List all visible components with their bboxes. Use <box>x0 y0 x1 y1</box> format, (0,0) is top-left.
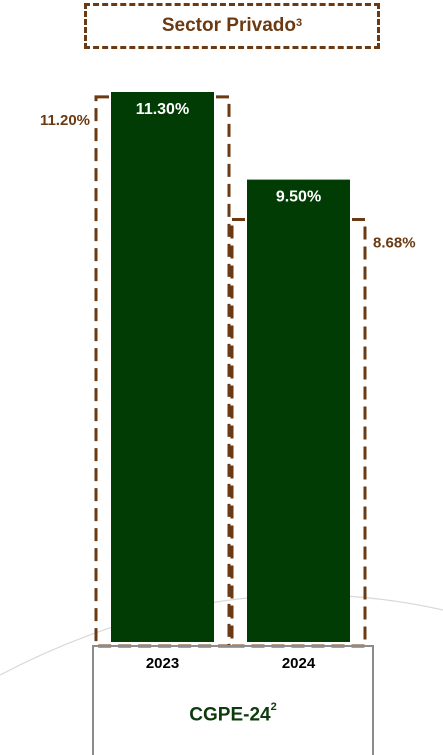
bar-layer <box>111 92 350 642</box>
footer-box <box>92 645 374 755</box>
footer-label-superscript: 2 <box>270 701 277 713</box>
reference-label-2023: 11.20% <box>40 112 90 129</box>
x-tick-label-2024: 2024 <box>282 655 316 672</box>
bar-2023 <box>111 92 214 642</box>
chart-title-text: Sector Privado <box>161 15 296 36</box>
footer-label: CGPE-242 <box>92 701 374 726</box>
reference-label-2024: 8.68% <box>373 235 416 252</box>
chart-title-superscript: 3 <box>295 17 303 29</box>
chart-title: Sector Privado 3 <box>84 3 380 49</box>
bar-2024 <box>247 179 350 642</box>
bar-value-label-2023: 11.30% <box>136 101 189 118</box>
background-arc <box>0 594 443 676</box>
label-layer: 11.30% 11.20% 2023 9.50% 8.68% 2024 <box>40 101 416 672</box>
footer-label-text: CGPE-24 <box>189 704 271 726</box>
bar-value-label-2024: 9.50% <box>276 189 321 206</box>
x-tick-label-2023: 2023 <box>146 655 179 672</box>
